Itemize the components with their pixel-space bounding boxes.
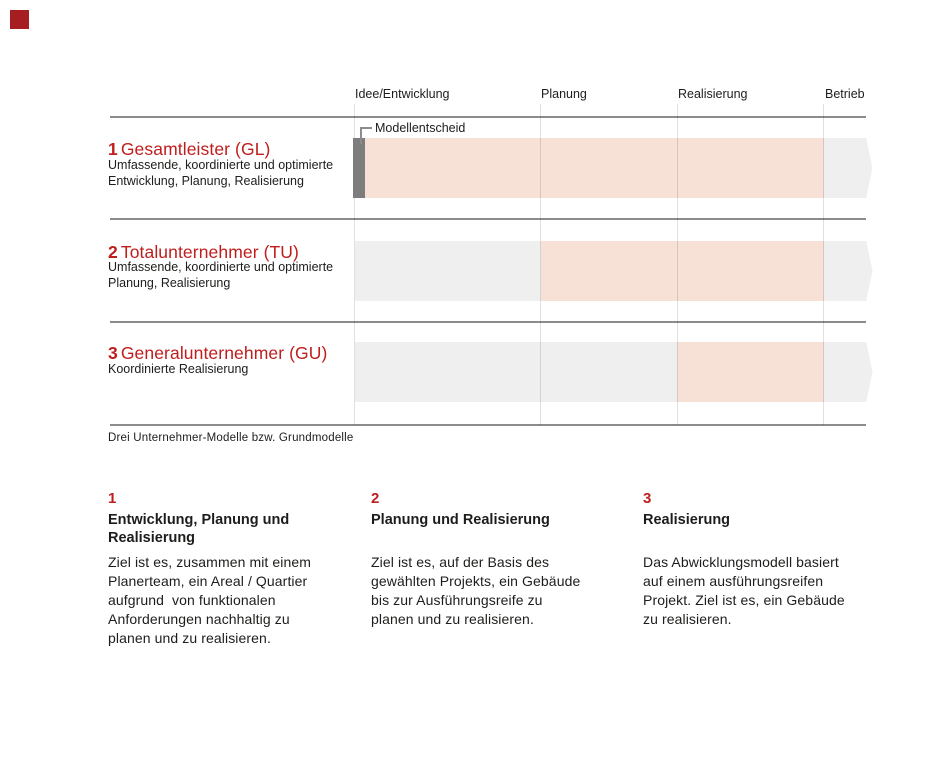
modellentscheid-connector-line — [360, 127, 372, 129]
band-gl-highlight — [355, 138, 824, 198]
grid-line-horizontal-top — [110, 116, 866, 118]
detail-number-2: 2 — [371, 490, 380, 507]
detail-body-1: Ziel ist es, zusammen mit einem Planerte… — [108, 554, 312, 646]
model-row-title-tu: 2 Totalunternehmer (TU) — [108, 242, 299, 263]
modellentscheid-marker-bar — [353, 138, 365, 198]
detail-heading-1: Entwicklung, Planung und Realisierung — [108, 512, 290, 546]
model-row-number-gu: 3 — [108, 343, 118, 363]
band-tu-betrieb-arrow — [824, 241, 873, 301]
band-gu-betrieb-arrow — [824, 342, 873, 402]
phase-header-realisierung: Realisierung — [678, 87, 748, 101]
model-row-description-tu: Umfassende, koordinierte und optimierte … — [108, 260, 334, 290]
grid-line-vertical-betrieb — [823, 104, 824, 425]
band-gl-betrieb-arrow — [824, 138, 873, 198]
model-row-number-gl: 1 — [108, 139, 118, 159]
detail-column-2: 2 Planung und Realisierung Ziel ist es, … — [371, 490, 623, 629]
table-caption: Drei Unternehmer-Modelle bzw. Grundmodel… — [108, 432, 354, 444]
detail-column-3: 3 Realisierung Das Abwicklungsmodell bas… — [643, 490, 895, 629]
grid-line-horizontal-row2-bottom — [110, 321, 866, 323]
detail-number-1: 1 — [108, 490, 117, 507]
model-row-number-tu: 2 — [108, 242, 118, 262]
band-tu-idee-gray — [355, 241, 541, 301]
band-gu-idee-planung-gray — [355, 342, 677, 402]
detail-number-3: 3 — [643, 490, 652, 507]
detail-column-1: 1 Entwicklung, Planung und Realisierung … — [108, 490, 360, 648]
band-tu-highlight — [541, 241, 824, 301]
modellentscheid-connector-line — [360, 127, 362, 144]
model-row-title-gl: 1 Gesamtleister (GL) — [108, 139, 270, 160]
detail-body-3: Das Abwicklungsmodell basiert auf einem … — [643, 554, 845, 627]
model-row-name-tu: Totalunternehmer (TU) — [120, 242, 299, 262]
phase-header-idee-entwicklung: Idee/Entwicklung — [355, 87, 450, 101]
phase-header-betrieb: Betrieb — [825, 87, 865, 101]
detail-body-2: Ziel ist es, auf der Basis des gewählten… — [371, 554, 581, 627]
model-row-description-gu: Koordinierte Realisierung — [108, 362, 249, 376]
model-row-description-gl: Umfassende, koordinierte und optimierte … — [108, 158, 334, 188]
logo-mark — [10, 10, 29, 29]
grid-line-horizontal-row1-bottom — [110, 218, 866, 220]
grid-line-vertical-idee — [354, 104, 355, 425]
band-gu-highlight — [677, 342, 824, 402]
model-row-name-gu: Generalunternehmer (GU) — [120, 343, 328, 363]
detail-heading-2: Planung und Realisierung — [371, 512, 550, 528]
detail-heading-3: Realisierung — [643, 512, 731, 528]
model-row-title-gu: 3 Generalunternehmer (GU) — [108, 343, 327, 364]
grid-line-vertical-planung — [540, 104, 541, 425]
modellentscheid-label: Modellentscheid — [375, 121, 466, 135]
phase-header-planung: Planung — [541, 87, 587, 101]
grid-line-horizontal-bottom — [110, 424, 866, 426]
model-row-name-gl: Gesamtleister (GL) — [120, 139, 271, 159]
grid-line-vertical-realisierung — [677, 104, 678, 425]
